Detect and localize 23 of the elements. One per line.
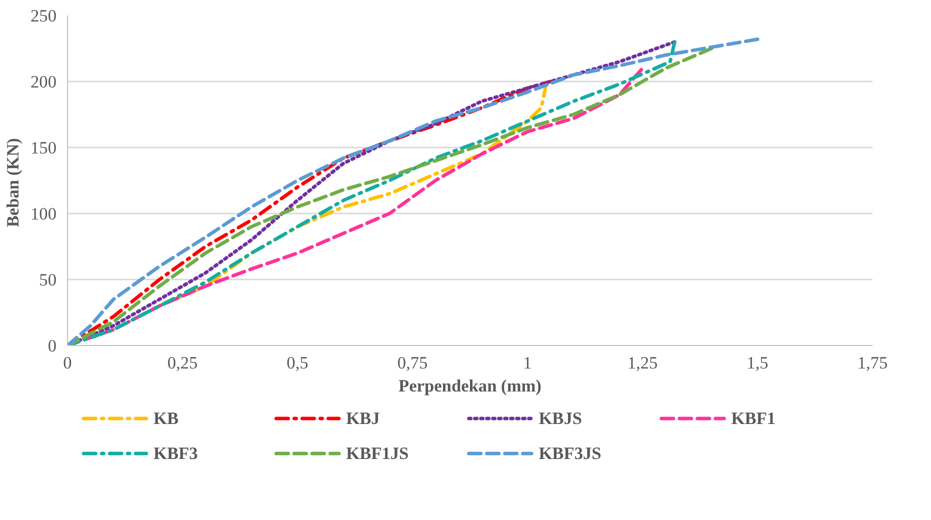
- y-tick-label: 150: [30, 138, 57, 158]
- legend-label: KB: [154, 409, 179, 428]
- x-tick-label: 0,75: [397, 354, 428, 372]
- y-axis-title: Beban (KN): [4, 138, 23, 228]
- x-tick-label: 0,25: [167, 354, 198, 372]
- y-tick-label: 50: [39, 270, 56, 290]
- x-tick-label: 0: [63, 354, 72, 372]
- y-tick-label: 200: [30, 72, 57, 92]
- legend-label: KBJS: [538, 409, 582, 428]
- x-tick-label: 1: [523, 354, 532, 372]
- x-tick-label: 0,5: [286, 354, 308, 372]
- legend-label: KBJ: [346, 409, 380, 428]
- legend-label: KBF1: [731, 409, 776, 428]
- x-tick-label: 1,75: [857, 354, 888, 372]
- y-tick-label: 0: [48, 336, 57, 356]
- legend-label: KBF3: [154, 444, 198, 463]
- x-tick-label: 1,5: [746, 354, 768, 372]
- legend-label: KBF3JS: [538, 444, 602, 463]
- y-tick-label: 100: [30, 204, 57, 224]
- legend-label: KBF1JS: [346, 444, 409, 463]
- x-tick-label: 1,25: [627, 354, 658, 372]
- x-axis-title: Perpendekan (mm): [398, 376, 542, 396]
- y-tick-label: 250: [30, 6, 57, 26]
